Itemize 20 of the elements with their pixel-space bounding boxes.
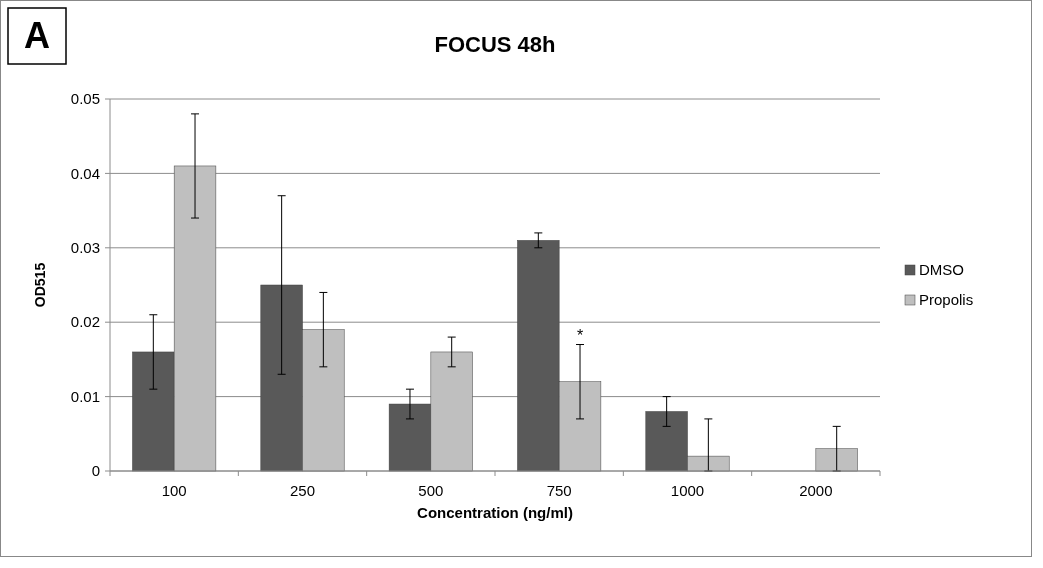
y-tick-label: 0.03 [70,239,100,257]
x-tick-label: 1000 [670,482,705,499]
y-tick-label: 0.01 [70,387,100,405]
legend-label: DMSO [919,261,964,279]
chart-title: FOCUS 48h [434,32,556,57]
x-tick-label: 500 [418,482,444,499]
y-tick-label: 0.04 [70,164,100,182]
y-axis-title: OD515 [32,262,48,308]
x-tick-label: 750 [546,482,572,499]
x-tick-label: 100 [161,482,187,499]
x-tick-label: 2000 [799,482,833,499]
legend-label: Propolis [919,291,974,309]
y-tick-label: 0 [91,462,100,480]
text: A [24,15,50,56]
x-tick-label: 250 [289,482,316,499]
annotation: * [576,326,584,344]
y-tick-label: 0.02 [70,313,100,331]
bar [815,448,858,472]
x-axis-title: Concentration (ng/ml) [417,504,573,521]
y-tick-label: 0.05 [70,90,100,108]
